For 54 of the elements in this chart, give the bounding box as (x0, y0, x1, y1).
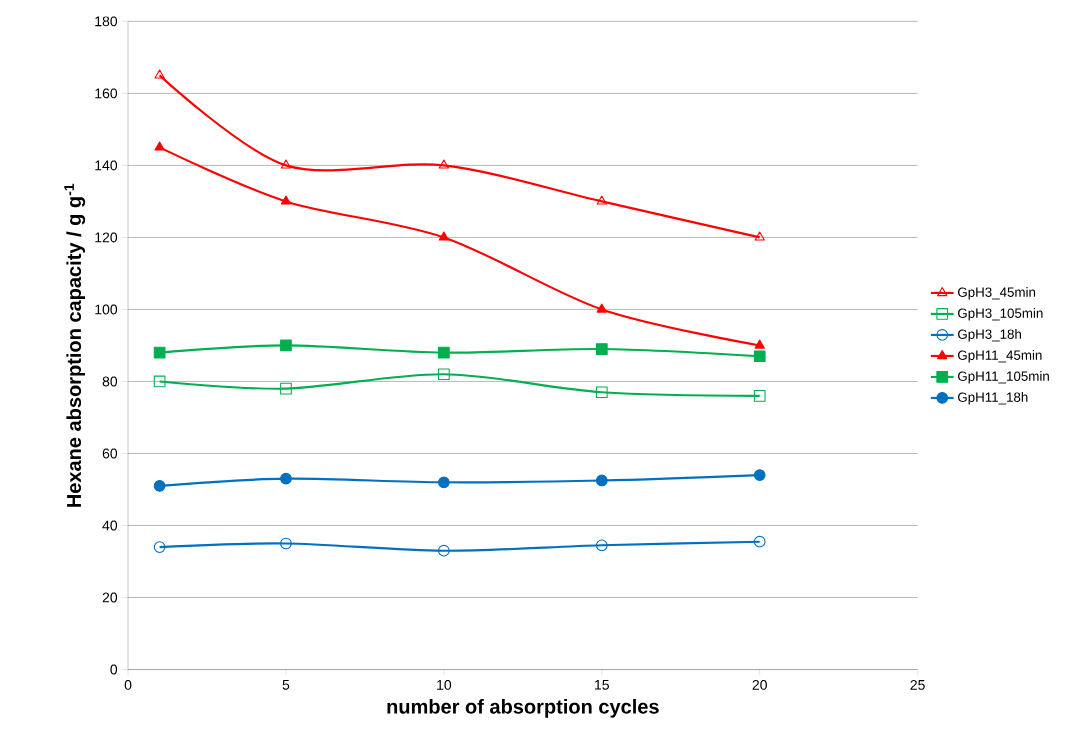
y-tick-label: 40 (102, 520, 118, 531)
y-tick-label: 60 (102, 448, 118, 459)
point (153, 346, 166, 359)
y-tick-label: 160 (95, 88, 118, 99)
point (154, 141, 165, 151)
point (438, 346, 450, 359)
point (753, 469, 766, 482)
legend-label: GpH11_18h (958, 392, 1028, 405)
point (753, 390, 766, 402)
point (595, 343, 608, 356)
point (153, 541, 166, 554)
point (595, 539, 608, 552)
point (280, 537, 292, 550)
point (280, 383, 292, 395)
point (438, 476, 450, 489)
y-tick-label: 80 (102, 376, 118, 387)
point (595, 474, 608, 487)
point (438, 545, 450, 557)
x-tick-label: 5 (282, 680, 290, 690)
legend-label: GpH11_45min (958, 350, 1042, 363)
legend-label: GpH3_18h (958, 329, 1021, 342)
point (153, 375, 166, 388)
point (438, 368, 450, 381)
point (280, 339, 292, 352)
point (154, 69, 165, 79)
y-tick-label: 120 (95, 232, 118, 243)
y-axis-title: Hexane absorption capacity / g g$^{-1}$ (64, 183, 86, 508)
x-tick-label: 10 (437, 680, 452, 691)
x-tick-label: 25 (910, 680, 925, 691)
point (438, 231, 450, 241)
legend-label: GpH3_105min (958, 308, 1043, 321)
point (753, 536, 766, 548)
y-tick-label: 140 (95, 160, 118, 171)
y-tick-label: 20 (102, 592, 118, 603)
y-tick-label: 0 (110, 664, 118, 675)
point (280, 473, 292, 485)
x-tick-label: 15 (595, 680, 609, 690)
point (596, 303, 607, 313)
point (596, 195, 607, 205)
x-tick-label: 0 (124, 680, 132, 691)
x-tick-label: 20 (752, 680, 767, 691)
legend-label: GpH11_105min (958, 371, 1049, 384)
point (753, 350, 766, 363)
y-tick-label: 100 (95, 304, 118, 315)
point (280, 159, 292, 169)
point (280, 195, 292, 205)
x-axis-title: number of absorption cycles (387, 699, 659, 718)
point (754, 231, 765, 241)
point (754, 339, 765, 349)
legend-label: GpH3_45min (958, 287, 1036, 300)
y-tick-label: 180 (95, 16, 118, 27)
point (595, 386, 608, 399)
point (438, 159, 450, 169)
point (153, 480, 166, 492)
